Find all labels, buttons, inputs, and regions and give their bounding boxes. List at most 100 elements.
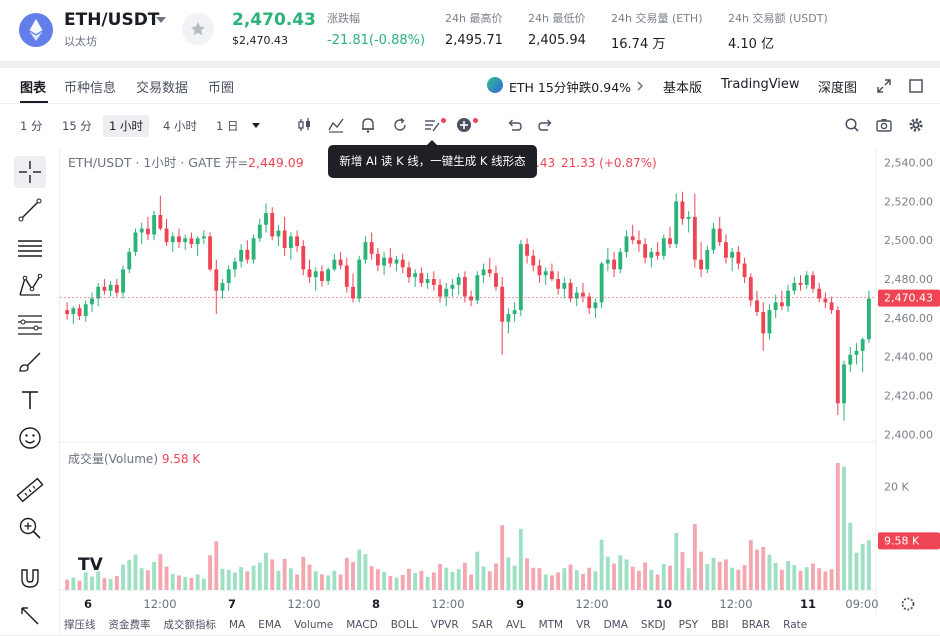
window-icon[interactable]	[909, 79, 923, 93]
candle-body	[829, 302, 834, 311]
undo-icon[interactable]	[505, 116, 523, 134]
time-tick-label: 10	[656, 597, 672, 611]
volume-bar	[599, 539, 604, 590]
indicator-tab[interactable]: MA	[229, 619, 246, 631]
candle-body	[636, 240, 641, 245]
candle-body	[357, 259, 362, 299]
timeframe-1d[interactable]: 1 日	[216, 119, 239, 133]
zoom-in-tool[interactable]	[14, 512, 46, 544]
volume-bar	[537, 568, 542, 590]
replay-icon[interactable]	[391, 116, 409, 134]
ai-kline-icon[interactable]	[423, 116, 441, 134]
timeframe-1h[interactable]: 1 小时	[103, 115, 149, 137]
candlestick-type-icon[interactable]	[296, 116, 314, 134]
indicator-tab[interactable]: 成交额指标	[164, 618, 217, 631]
horizontal-lines-tool[interactable]	[14, 232, 46, 264]
indicator-tab[interactable]: Rate	[783, 619, 807, 631]
candle-body	[139, 228, 144, 233]
stat-label: 24h 交易额 (USDT)	[728, 12, 828, 25]
last-volume-tag-label: 9.58 K	[884, 534, 920, 547]
indicators-icon[interactable]	[327, 116, 345, 134]
redo-icon[interactable]	[537, 116, 555, 134]
indicator-tab[interactable]: SAR	[472, 619, 493, 631]
timeframe-15m[interactable]: 15 分	[62, 119, 92, 133]
chevron-down-icon[interactable]	[156, 17, 166, 23]
indicator-tab[interactable]: VPVR	[431, 619, 459, 631]
candlestick-chart[interactable]: 2,540.00 2,520.00 2,500.00 2,480.00 2,460.00…	[60, 148, 940, 635]
candle-body	[736, 251, 741, 264]
candle-body	[90, 298, 94, 305]
ai-tooltip: 新增 AI 读 K 线，一键生成 K 线形态	[328, 145, 537, 178]
favorite-button[interactable]	[182, 13, 214, 45]
gear-icon[interactable]	[907, 116, 925, 134]
alert-bell-icon[interactable]	[359, 116, 377, 134]
candle-body	[531, 255, 536, 266]
crosshair-tool[interactable]	[14, 156, 46, 188]
candle-body	[400, 259, 405, 268]
volume-bar	[295, 574, 300, 590]
indicator-tab[interactable]: Volume	[294, 619, 333, 631]
candle-body	[543, 271, 548, 276]
indicator-tab[interactable]: AVL	[506, 619, 526, 631]
measure-tool[interactable]	[14, 600, 46, 632]
chart-area[interactable]: 2,540.00 2,520.00 2,500.00 2,480.00 2,460.00…	[60, 148, 940, 635]
indicator-tab[interactable]: DMA	[604, 619, 629, 631]
candle-body	[208, 236, 212, 270]
pair-selector[interactable]: ETH/USDT	[64, 10, 160, 30]
tab-coin-info[interactable]: 币种信息	[64, 81, 117, 96]
timeframe-1m[interactable]: 1 分	[20, 119, 43, 133]
candle-body	[382, 257, 387, 266]
indicator-tab[interactable]: MACD	[346, 619, 377, 631]
price-tick-label: 2,520.00	[884, 195, 933, 208]
volume-bar	[139, 568, 144, 590]
trend-line-tool[interactable]	[14, 194, 46, 226]
volume-bar	[313, 571, 318, 590]
timeframe-4h[interactable]: 4 小时	[163, 119, 197, 133]
indicator-tab[interactable]: EMA	[258, 619, 282, 631]
add-plugin-icon[interactable]	[455, 116, 473, 134]
price-alert-link[interactable]: ETH 15分钟跌0.94%	[509, 80, 632, 95]
tab-coin-circle[interactable]: 币圈	[208, 81, 235, 96]
candle-body	[164, 228, 169, 243]
indicator-tab[interactable]: 资金费率	[109, 618, 151, 631]
emoji-tool[interactable]	[14, 422, 46, 454]
drawing-tools	[0, 148, 60, 635]
timeframe-more-icon[interactable]	[251, 122, 261, 130]
candle-body	[264, 213, 268, 225]
volume-bar	[332, 570, 337, 590]
volume-bar	[450, 571, 455, 590]
pattern-tool[interactable]	[14, 270, 46, 302]
tab-chart[interactable]: 图表	[20, 81, 47, 96]
fibonacci-tool[interactable]	[14, 308, 46, 340]
candle-body	[599, 263, 604, 303]
indicator-tab[interactable]: BBI	[711, 619, 729, 631]
tab-tradingview[interactable]: TradingView	[721, 77, 800, 92]
indicator-tab[interactable]: VR	[576, 619, 590, 631]
volume-bar	[630, 566, 635, 590]
candle-body	[251, 238, 256, 260]
search-icon[interactable]	[843, 116, 861, 134]
indicator-tab[interactable]: BOLL	[391, 619, 418, 631]
indicator-tab[interactable]: BRAR	[742, 619, 771, 631]
indicator-tab[interactable]: MTM	[539, 619, 564, 631]
tab-basic[interactable]: 基本版	[663, 81, 703, 96]
ruler-tool[interactable]	[14, 474, 46, 506]
candle-body	[742, 263, 747, 278]
candle-body	[425, 279, 430, 283]
tab-depth[interactable]: 深度图	[818, 81, 858, 96]
tab-trade-data[interactable]: 交易数据	[136, 81, 189, 96]
magnet-tool[interactable]	[14, 562, 46, 594]
chevron-right-icon[interactable]	[636, 80, 644, 92]
stat-change: 涨跌幅 -21.81(-0.88%)	[327, 10, 425, 48]
candle-body	[549, 271, 554, 280]
text-tool[interactable]	[14, 384, 46, 416]
indicator-tab[interactable]: PSY	[679, 619, 699, 631]
indicator-tab[interactable]: 撑压线	[64, 618, 96, 631]
brush-tool[interactable]	[14, 346, 46, 378]
camera-icon[interactable]	[875, 116, 893, 134]
volume-bar	[301, 556, 306, 590]
volume-bar	[158, 554, 163, 590]
candle-body	[717, 228, 722, 243]
indicator-tab[interactable]: SKDJ	[641, 619, 666, 631]
expand-icon[interactable]	[876, 78, 892, 94]
